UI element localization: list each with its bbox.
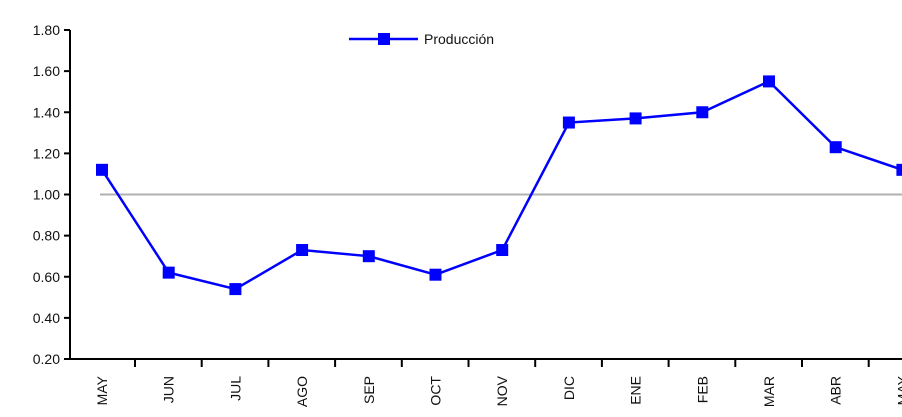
series-line (100, 79, 902, 291)
data-point (829, 141, 842, 154)
legend-label: Producción (424, 31, 494, 47)
data-point (296, 244, 309, 257)
data-point (96, 163, 108, 176)
data-point (696, 106, 709, 119)
y-tick-label: 1.20 (33, 145, 60, 161)
data-point (629, 112, 642, 125)
y-tick-label: 1.80 (33, 22, 60, 38)
y-tick-label: 1.40 (33, 104, 60, 120)
y-tick-label: 1.00 (33, 187, 60, 203)
data-point (896, 163, 902, 176)
x-tick-label: NOV (494, 375, 510, 406)
x-tick-label: MAY (94, 375, 110, 405)
data-point (429, 268, 442, 281)
x-tick-label: OCT (428, 376, 444, 406)
x-tick-label: ABR (828, 376, 844, 405)
y-tick-label: 0.60 (33, 269, 60, 285)
x-tick-label: ENE (628, 376, 644, 405)
x-tick-label: MAY (894, 375, 902, 405)
data-point (562, 116, 575, 129)
y-axis: 0.20 0.40 0.60 0.80 1.00 1.20 1.40 1.60 1.80 (33, 22, 71, 367)
x-axis: MAY JUN JUL AGO SEP OCT NOV DIC ENE FEB MAR ABR MAY (70, 358, 902, 407)
x-tick-label: SEP (361, 376, 377, 404)
series-group (96, 75, 902, 296)
data-point (362, 250, 375, 263)
data-point (496, 244, 509, 257)
x-tick-label: JUN (161, 376, 177, 403)
data-point (763, 75, 775, 88)
x-tick-label: AGO (294, 376, 310, 407)
x-tick-label: JUL (227, 376, 243, 401)
x-tick-label: FEB (694, 376, 710, 403)
x-tick-label: MAR (761, 376, 777, 407)
y-tick-label: 0.80 (33, 228, 60, 244)
y-tick-label: 0.20 (33, 351, 60, 367)
y-tick-label: 0.40 (33, 310, 60, 326)
x-tick-label: DIC (561, 376, 577, 400)
legend: Producción (349, 31, 494, 47)
data-point (229, 283, 242, 296)
y-tick-label: 1.60 (33, 63, 60, 79)
legend-marker (378, 33, 390, 45)
data-point (162, 266, 175, 279)
